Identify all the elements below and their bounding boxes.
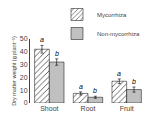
svg-text:b: b	[93, 87, 97, 94]
svg-text:Mycorrhiza: Mycorrhiza	[97, 12, 127, 18]
svg-text:Non-mycorrhiza: Non-mycorrhiza	[97, 31, 140, 37]
svg-text:Dry matter weight (g plant⁻¹): Dry matter weight (g plant⁻¹)	[11, 36, 17, 106]
svg-text:a: a	[117, 70, 121, 77]
svg-text:10: 10	[20, 87, 28, 94]
svg-text:a: a	[79, 83, 83, 90]
svg-text:50: 50	[20, 35, 28, 42]
svg-text:0: 0	[24, 99, 28, 106]
svg-text:Shoot: Shoot	[40, 105, 58, 112]
svg-text:Root: Root	[81, 105, 96, 112]
svg-text:a: a	[40, 36, 44, 43]
svg-text:20: 20	[20, 74, 28, 81]
svg-text:40: 40	[20, 48, 28, 55]
svg-text:30: 30	[20, 61, 28, 68]
svg-text:b: b	[55, 50, 59, 57]
svg-text:b: b	[132, 78, 136, 85]
svg-text:Fruit: Fruit	[120, 105, 134, 112]
